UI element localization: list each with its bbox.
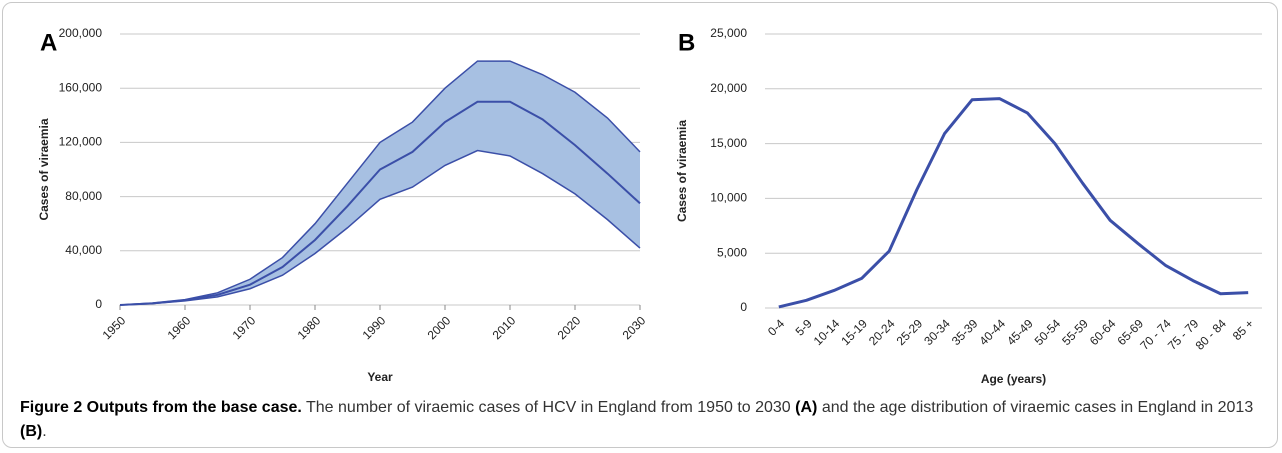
y-tick-label: 80,000 — [65, 189, 102, 203]
x-tick-label: 1970 — [230, 313, 259, 342]
x-tick-label: 45-49 — [1004, 316, 1036, 348]
caption-title: Figure 2 Outputs from the base case. — [20, 399, 302, 416]
x-tick-label: 1960 — [165, 313, 194, 342]
x-tick-label: 85 + — [1230, 316, 1257, 343]
x-tick-label: 20-24 — [866, 316, 898, 348]
lower-line — [119, 149, 641, 306]
x-tick-label: 25-29 — [894, 316, 926, 348]
y-tick-label: 5,000 — [717, 245, 747, 259]
x-tick-label: 60-64 — [1087, 316, 1119, 348]
x-tick-label: 1980 — [295, 313, 324, 342]
x-axis-label: Age (years) — [981, 372, 1046, 386]
figure-frame — [2, 2, 1278, 448]
y-tick-label: 0 — [740, 300, 747, 314]
charts: A Cases of viraemia Year 0 40,000 80,000 120,0… — [37, 26, 1262, 386]
x-tick-label: 15-19 — [838, 316, 870, 348]
caption-text: . — [42, 423, 47, 440]
x-tick-label: 2020 — [555, 313, 584, 342]
x-tick-label: 80 - 84 — [1193, 316, 1230, 353]
y-tick-label: 40,000 — [65, 243, 102, 257]
x-tick-label: 2010 — [490, 313, 519, 342]
caption-text: The number of viraemic cases of HCV in E… — [306, 399, 791, 416]
x-tick-label: 2000 — [425, 313, 454, 342]
panel-label: B — [678, 29, 695, 56]
x-tick-label: 5-9 — [793, 316, 815, 338]
x-tick-label: 0-4 — [765, 316, 787, 338]
x-tick-label: 40-44 — [976, 316, 1008, 348]
y-tick-label: 200,000 — [59, 26, 103, 40]
caption-ref: (A) — [795, 399, 818, 416]
x-tick-label: 1950 — [100, 313, 129, 342]
caption: Figure 2 Outputs from the base case. The… — [20, 396, 1260, 444]
y-tick-label: 20,000 — [710, 81, 747, 95]
x-tick-label: 50-54 — [1032, 316, 1064, 348]
x-axis-label: Year — [367, 370, 393, 384]
uncertainty-band — [120, 61, 640, 305]
y-axis-label: Cases of viraemia — [37, 118, 51, 220]
caption-ref: (B) — [20, 423, 43, 440]
x-tick-label: 1990 — [360, 313, 389, 342]
upper-line — [119, 60, 641, 306]
y-tick-label: 160,000 — [59, 80, 103, 94]
y-tick-label: 10,000 — [710, 191, 747, 205]
y-tick-label: 0 — [95, 297, 102, 311]
y-tick-label: 25,000 — [710, 26, 747, 40]
central-line — [119, 100, 641, 306]
x-tick-label: 10-14 — [811, 316, 843, 348]
data-line — [778, 97, 1249, 309]
caption-text: and the age distribution of viraemic cas… — [821, 399, 1254, 416]
x-tick-label: 30-34 — [921, 316, 953, 348]
x-tick-label: 35-39 — [949, 316, 981, 348]
panel-label: A — [40, 29, 57, 56]
x-tick-label: 55-59 — [1059, 316, 1091, 348]
y-tick-label: 15,000 — [710, 136, 747, 150]
x-tick-label: 2030 — [620, 313, 649, 342]
y-axis-label: Cases of viraemia — [675, 120, 689, 222]
y-tick-label: 120,000 — [59, 135, 103, 149]
